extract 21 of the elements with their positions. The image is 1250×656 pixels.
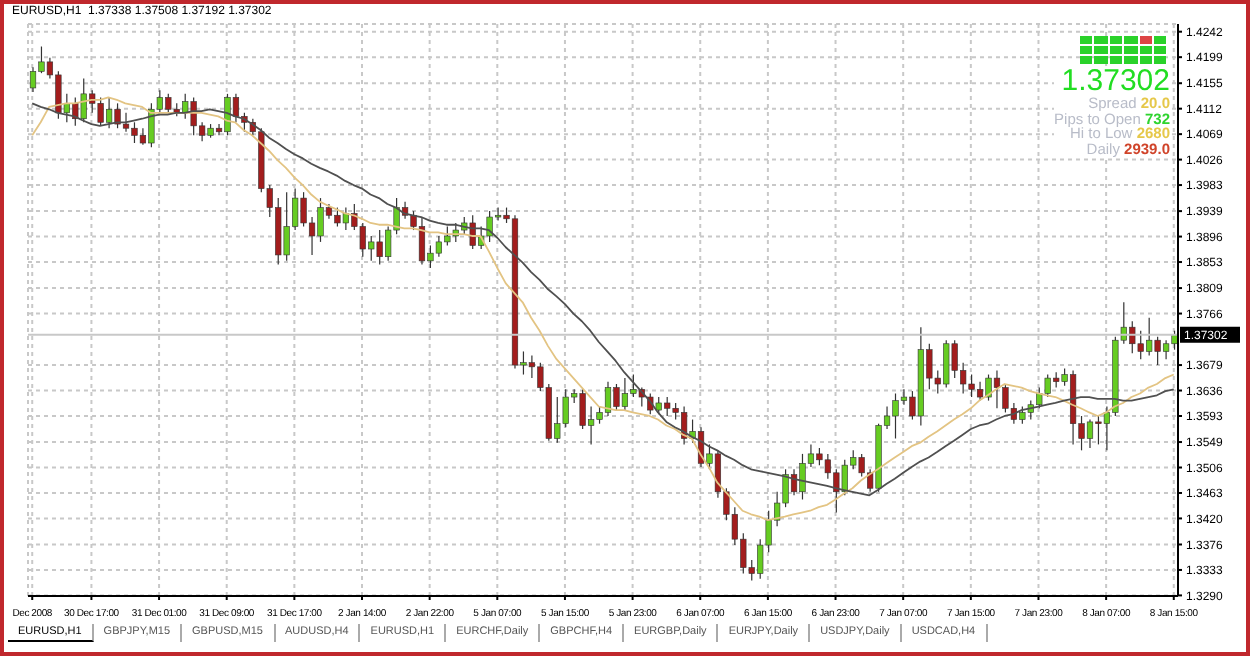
candlestick: [114, 102, 121, 129]
candlestick: [1162, 339, 1170, 360]
candlestick: [993, 369, 1001, 409]
candlestick: [985, 373, 992, 402]
candlestick: [1086, 418, 1094, 449]
candlestick: [604, 381, 612, 417]
candlestick: [976, 381, 984, 402]
candlestick: [131, 121, 138, 144]
candlestick: [892, 392, 899, 440]
annotation: 1.37302: [1059, 64, 1170, 98]
candlestick: [799, 453, 806, 501]
candlestick: [224, 93, 231, 136]
candlestick: [418, 216, 426, 266]
candlestick: [29, 66, 37, 93]
candlestick: [1095, 415, 1102, 446]
candlestick: [1002, 383, 1009, 414]
candlestick: [613, 383, 620, 411]
candlestick: [122, 112, 130, 133]
candlestick: [317, 197, 324, 243]
candlestick: [334, 206, 341, 228]
candlestick: [621, 377, 629, 411]
